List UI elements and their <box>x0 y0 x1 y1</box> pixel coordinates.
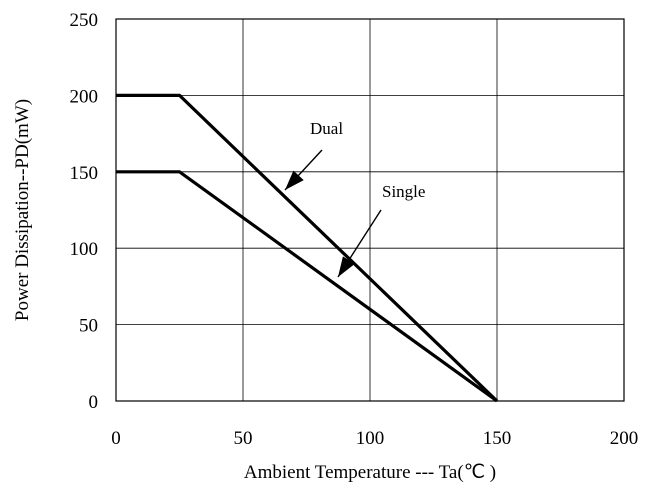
x-tick-label: 100 <box>356 428 385 449</box>
y-tick-labels: 0 50 100 150 200 250 <box>70 10 99 413</box>
y-tick-label: 50 <box>79 316 98 337</box>
y-tick-label: 250 <box>70 10 99 31</box>
x-tick-label: 200 <box>610 428 639 449</box>
series-line-single <box>116 170 498 403</box>
x-tick-label: 50 <box>234 428 253 449</box>
y-tick-label: 100 <box>70 239 99 260</box>
annotation-label-single: Single <box>382 182 425 201</box>
x-axis-label: Ambient Temperature --- Ta(℃ ) <box>244 462 496 483</box>
y-tick-label: 0 <box>89 392 99 413</box>
x-tick-label: 0 <box>111 428 121 449</box>
annotations: Dual Single <box>284 119 425 278</box>
x-tick-labels: 0 50 100 150 200 <box>111 428 638 449</box>
series-lines <box>116 93 499 403</box>
annotation-label-dual: Dual <box>310 119 343 138</box>
annotation-arrowhead <box>338 256 355 277</box>
y-axis-label: Power Dissipation--PD(mW) <box>12 99 33 321</box>
series-line-dual <box>116 93 499 403</box>
y-tick-label: 200 <box>70 86 99 107</box>
plot-frame <box>115 18 625 402</box>
grid-lines <box>116 19 624 401</box>
annotation-arrowhead <box>285 170 304 190</box>
y-tick-label: 150 <box>70 163 99 184</box>
x-tick-label: 150 <box>483 428 512 449</box>
